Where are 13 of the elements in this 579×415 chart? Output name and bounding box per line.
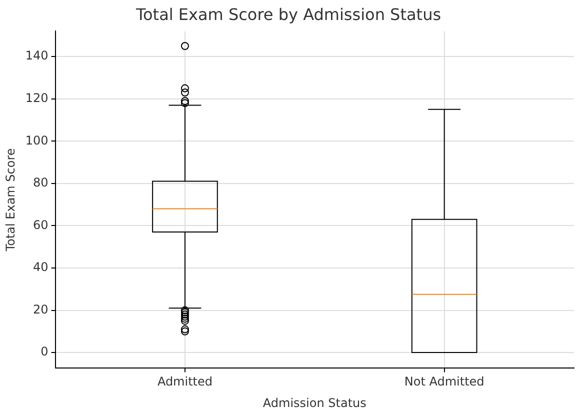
- y-tick-label: 100: [25, 133, 48, 148]
- y-tick-label: 140: [25, 48, 48, 63]
- chart-title: Total Exam Score by Admission Status: [134, 4, 442, 24]
- x-axis-title: Admission Status: [262, 396, 366, 410]
- x-tick-label: Admitted: [157, 374, 213, 389]
- y-tick-label: 120: [25, 90, 48, 105]
- y-tick-label: 60: [33, 218, 48, 232]
- y-axis-title: Total Exam Score: [3, 148, 18, 252]
- y-tick-label: 0: [40, 344, 48, 359]
- y-tick-label: 40: [33, 260, 48, 274]
- y-tick-label: 80: [33, 176, 48, 190]
- x-tick-label: Not Admitted: [404, 374, 484, 389]
- y-tick-label: 20: [33, 302, 48, 316]
